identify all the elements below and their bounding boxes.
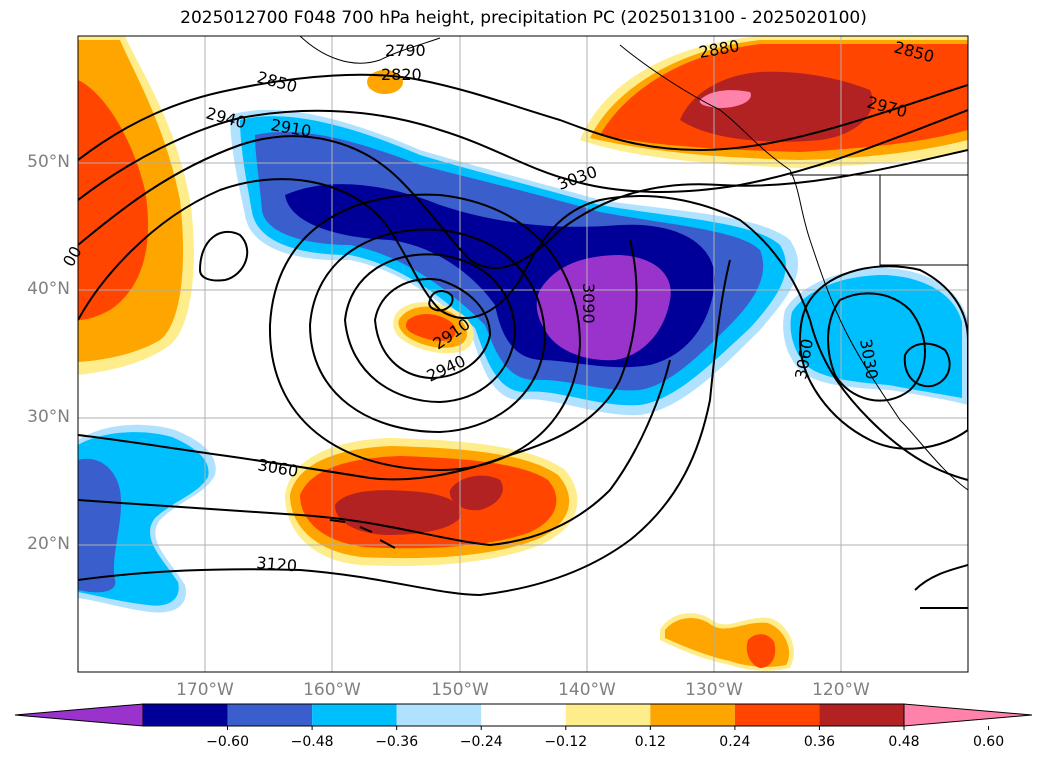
colorbar-segment	[312, 704, 397, 726]
precip-area-west-048	[78, 80, 149, 320]
colorbar-tick-label: −0.12	[544, 734, 588, 750]
colorbar-tick-label: 0.24	[719, 734, 751, 750]
coastline-hawaii	[329, 519, 396, 549]
lat-tick-label: 30°N	[27, 407, 70, 427]
colorbar-segment	[565, 704, 651, 726]
colorbar-frame	[142, 703, 905, 727]
coastlines	[299, 36, 968, 549]
lon-tick-label: 160°W	[303, 680, 361, 700]
coastline-alaska	[299, 36, 441, 64]
contour-label: 2820	[381, 65, 422, 84]
contour-label: 3090	[579, 283, 598, 324]
colorbar-tick-label: 0.60	[972, 734, 1005, 750]
contour-label: 2790	[385, 41, 426, 60]
precip-area-sw-minus036	[78, 458, 122, 593]
precip-area-nw-coast-max	[699, 90, 751, 108]
lon-tick-label: 130°W	[685, 680, 743, 700]
contour-2970	[78, 135, 968, 270]
lon-tick-label: 140°W	[558, 680, 616, 700]
colorbar-tick-label: 0.12	[634, 734, 666, 750]
colorbar-tick-label: 0.36	[803, 734, 836, 750]
precip-area-hawaii-060b	[449, 475, 503, 511]
precip-area-central-minus060	[536, 255, 671, 361]
map-frame	[77, 35, 969, 673]
contour-low-2940	[343, 253, 517, 404]
colorbar-tick-label: −0.36	[375, 734, 419, 750]
colorbar	[14, 703, 1033, 730]
contour-2910	[78, 109, 968, 201]
precip-area-low-048	[405, 314, 456, 341]
colorbar-extend-high	[903, 703, 1033, 727]
contour-low-2910	[373, 278, 492, 380]
colorbar-segment	[650, 704, 735, 726]
colorbar-tick-label: −0.24	[459, 734, 503, 750]
contour-2850	[78, 73, 968, 161]
colorbar-tick-label: 0.48	[888, 734, 920, 750]
lon-tick-label: 120°W	[812, 680, 870, 700]
lon-tick-label: 170°W	[176, 680, 234, 700]
colorbar-segment	[227, 704, 313, 726]
contour-low-3000	[268, 193, 582, 472]
chart-title: 2025012700 F048 700 hPa height, precipit…	[180, 8, 867, 28]
contour-label: 3120	[256, 553, 298, 575]
contour-3060	[78, 239, 638, 481]
precip-area-south-048	[746, 634, 776, 668]
lon-tick-label: 150°W	[431, 680, 489, 700]
contour-3060-east	[827, 292, 926, 402]
contour-small-east	[903, 342, 951, 388]
precip-area-hawaii-060a	[335, 490, 461, 535]
colorbar-tick-label: −0.60	[206, 734, 249, 750]
contour-3060b	[78, 359, 671, 547]
lat-tick-label: 20°N	[27, 534, 70, 554]
coastline-west-us	[619, 44, 968, 491]
colorbar-segment	[819, 704, 904, 726]
colorbar-segment	[396, 704, 482, 726]
contour-labels: 2790 2820 2850 2880 2850 2940 2910 2970 …	[59, 36, 936, 575]
contour-se	[914, 564, 968, 591]
border-states	[879, 175, 968, 266]
contour-3030-east	[798, 265, 968, 450]
colorbar-segment	[143, 704, 228, 726]
height-contours	[78, 73, 968, 609]
colorbar-segment	[734, 704, 820, 726]
contour-3120	[78, 259, 731, 597]
colorbar-tick-label: −0.48	[290, 734, 334, 750]
colorbar-segment	[481, 704, 566, 726]
contour-3030	[78, 178, 968, 481]
colorbar-extend-low	[14, 703, 144, 727]
contour-closed-west	[198, 230, 249, 282]
lat-tick-label: 40°N	[27, 279, 70, 299]
contour-low-center	[428, 290, 454, 312]
precip-area-nw-coast-060	[680, 71, 873, 142]
lat-tick-label: 50°N	[27, 152, 70, 172]
contour-low-2970	[308, 228, 547, 434]
